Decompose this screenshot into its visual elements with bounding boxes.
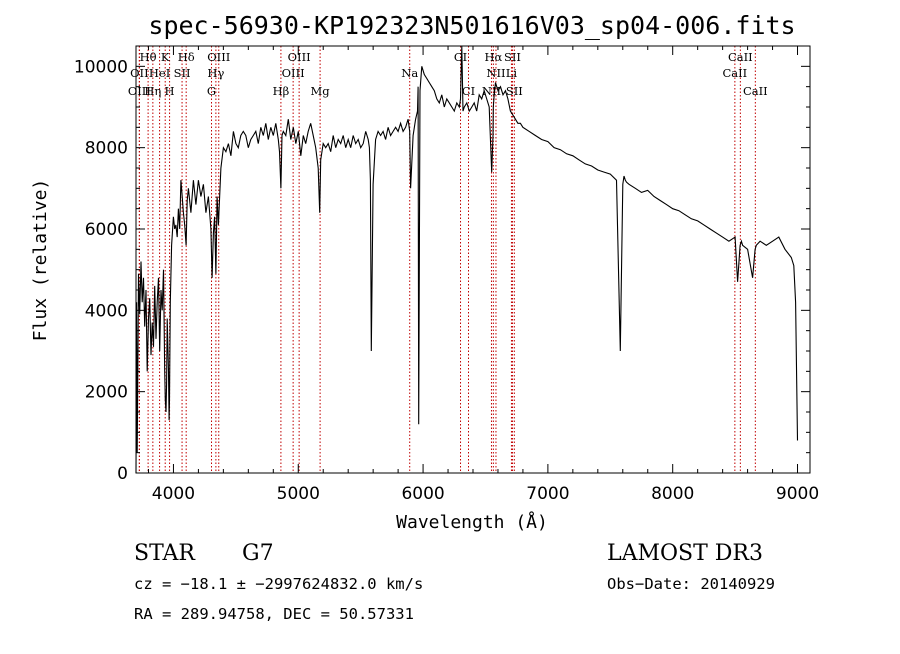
chart-title: spec-56930-KP192323N501616V03_sp04-006.f… (148, 11, 795, 40)
y-axis-label: Flux (relative) (30, 179, 51, 342)
spectrum-series-line (135, 45, 799, 474)
line-label-26: SII (506, 84, 523, 98)
object-subclass: G7 (242, 541, 274, 566)
line-markers (138, 46, 756, 473)
x-tick-label-5: 9000 (776, 484, 819, 504)
line-label-27: CaII (743, 84, 768, 98)
object-class: STAR (134, 541, 196, 566)
y-tick-label-1: 2000 (85, 383, 128, 403)
y-tick-label-4: 8000 (85, 139, 128, 159)
x-tick-label-1: 5000 (277, 484, 320, 504)
line-label-12: Hγ (207, 66, 224, 80)
line-label-5: CI (454, 50, 467, 64)
line-label-0: Hθ (140, 50, 157, 64)
line-label-17: CaII (722, 66, 747, 80)
obs-date: Obs−Date: 20140929 (607, 575, 775, 593)
line-label-15: NII (486, 66, 505, 80)
plot-frame (135, 45, 811, 474)
line-label-2: Hδ (178, 50, 195, 64)
line-label-22: Hβ (273, 84, 290, 98)
x-tick-label-4: 8000 (651, 484, 694, 504)
line-label-23: Mg (311, 84, 331, 98)
line-label-4: OIII (288, 50, 311, 64)
line-label-18: OIII (128, 84, 151, 98)
y-axis: 0 2000 4000 6000 8000 10000 (74, 57, 810, 484)
line-label-13: OIII (282, 66, 305, 80)
line-label-11: SII (174, 66, 191, 80)
x-tick-label-2: 6000 (401, 484, 444, 504)
x-tick-label-0: 4000 (152, 484, 195, 504)
line-label-1: K (161, 50, 170, 64)
y-tick-label-2: 4000 (85, 301, 128, 321)
x-axis: 4000 5000 6000 7000 8000 9000 (147, 46, 819, 504)
line-label-7: SII (504, 50, 521, 64)
line-label-20: H (165, 84, 175, 98)
line-label-6: Hα (484, 50, 502, 64)
line-label-25: NII (482, 84, 501, 98)
line-label-24: CI (462, 84, 475, 98)
x-tick-label-3: 7000 (526, 484, 569, 504)
line-label-3: OIII (207, 50, 230, 64)
line-label-16: Li (506, 66, 518, 80)
line-label-14: Na (401, 66, 418, 80)
x-axis-label: Wavelength (Å) (396, 511, 548, 533)
line-label-21: G (207, 84, 216, 98)
survey-name: LAMOST DR3 (607, 541, 763, 566)
y-tick-label-5: 10000 (74, 57, 128, 77)
coordinates-readout: RA = 289.94758, DEC = 50.57331 (134, 605, 414, 623)
line-label-8: CaII (728, 50, 753, 64)
line-label-19: Hη (144, 84, 161, 98)
y-tick-label-3: 6000 (85, 220, 128, 240)
y-tick-label-0: 0 (117, 464, 128, 484)
line-label-10: HeI (149, 66, 170, 80)
redshift-readout: cz = −18.1 ± −2997624832.0 km/s (134, 575, 423, 593)
line-label-9: OII (130, 66, 149, 80)
